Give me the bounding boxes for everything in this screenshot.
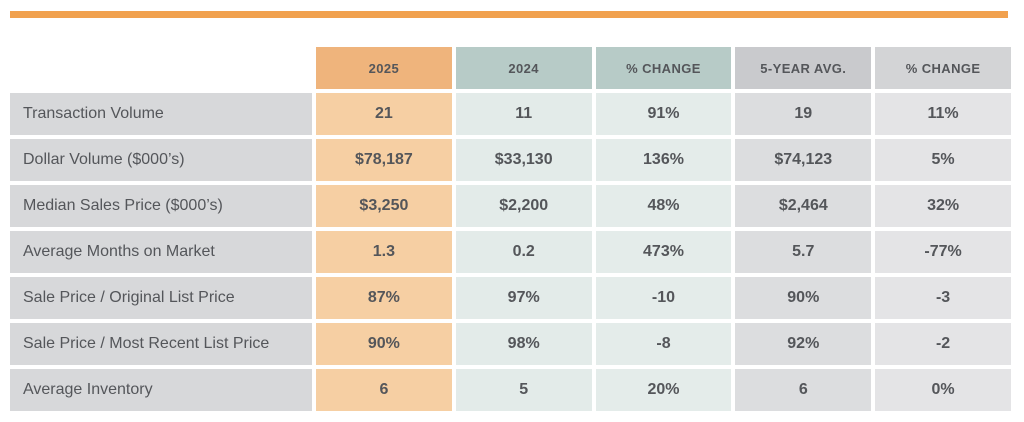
value-cell-2024: 97%: [455, 277, 592, 319]
row-label: Average Months on Market: [10, 231, 312, 273]
value-cell-5-year-avg: 92%: [735, 323, 872, 365]
value-cell-pct-change-5yr: -3: [875, 277, 1011, 319]
value-cell-2025: 21: [316, 93, 452, 135]
value-cell-5-year-avg: 5.7: [735, 231, 872, 273]
row-label: Sale Price / Original List Price: [10, 277, 312, 319]
stats-table: 2025 2024% CHANGE 5-YEAR AVG.% CHANGE Trans…: [10, 47, 1011, 411]
table-corner-cell: [10, 47, 312, 89]
value-cell-pct-change-5yr: 0%: [875, 369, 1011, 411]
value-cell-pct-change-yoy: 473%: [595, 231, 732, 273]
value-cell-2024: 98%: [455, 323, 592, 365]
value-cell-2025: 6: [316, 369, 452, 411]
row-label: Transaction Volume: [10, 93, 312, 135]
value-cell-2024: 11: [455, 93, 592, 135]
value-cell-pct-change-5yr: 5%: [875, 139, 1011, 181]
value-cell-2024: $33,130: [455, 139, 592, 181]
value-cell-pct-change-5yr: 32%: [875, 185, 1011, 227]
row-label: Average Inventory: [10, 369, 312, 411]
value-cell-5-year-avg: 19: [735, 93, 872, 135]
value-cell-pct-change-yoy: 136%: [595, 139, 732, 181]
value-cell-2025: 1.3: [316, 231, 452, 273]
accent-rule: [10, 11, 1008, 18]
value-cell-2025: 90%: [316, 323, 452, 365]
value-cell-5-year-avg: 6: [735, 369, 872, 411]
column-header-2024: 2024: [455, 47, 592, 89]
value-cell-pct-change-5yr: 11%: [875, 93, 1011, 135]
value-cell-2024: 0.2: [455, 231, 592, 273]
value-cell-pct-change-yoy: 20%: [595, 369, 732, 411]
row-label: Sale Price / Most Recent List Price: [10, 323, 312, 365]
value-cell-pct-change-yoy: -8: [595, 323, 732, 365]
value-cell-pct-change-yoy: 48%: [595, 185, 732, 227]
value-cell-2024: 5: [455, 369, 592, 411]
value-cell-5-year-avg: $2,464: [735, 185, 872, 227]
value-cell-5-year-avg: $74,123: [735, 139, 872, 181]
value-cell-2025: $3,250: [316, 185, 452, 227]
value-cell-2025: $78,187: [316, 139, 452, 181]
column-header-pct-change-yoy: % CHANGE: [595, 47, 732, 89]
value-cell-pct-change-5yr: -77%: [875, 231, 1011, 273]
value-cell-pct-change-yoy: 91%: [595, 93, 732, 135]
value-cell-2025: 87%: [316, 277, 452, 319]
row-label: Median Sales Price ($000’s): [10, 185, 312, 227]
column-header-5-year-avg: 5-YEAR AVG.: [735, 47, 872, 89]
row-label: Dollar Volume ($000’s): [10, 139, 312, 181]
value-cell-2024: $2,200: [455, 185, 592, 227]
value-cell-pct-change-5yr: -2: [875, 323, 1011, 365]
value-cell-pct-change-yoy: -10: [595, 277, 732, 319]
column-header-pct-change-5yr: % CHANGE: [875, 47, 1011, 89]
value-cell-5-year-avg: 90%: [735, 277, 872, 319]
column-header-2025: 2025: [316, 47, 452, 89]
